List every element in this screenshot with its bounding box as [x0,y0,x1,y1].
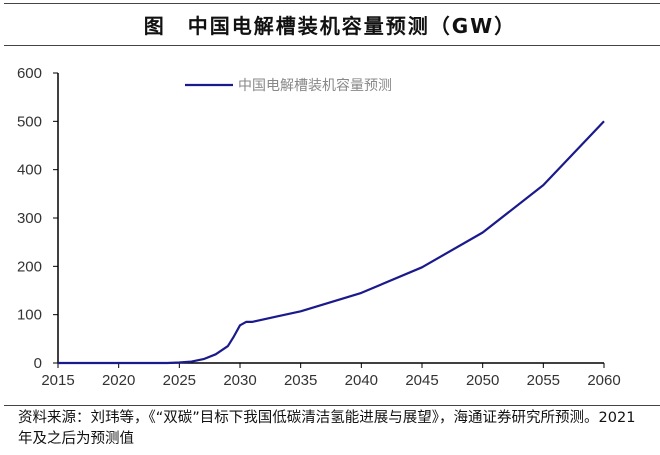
x-tick-label: 2035 [284,372,317,389]
y-tick-label: 100 [17,307,42,324]
title-rule [4,45,660,46]
y-tick-label: 200 [17,258,42,275]
x-tick-label: 2055 [527,372,560,389]
legend-label: 中国电解槽装机容量预测 [238,77,392,94]
y-tick-label: 400 [17,162,42,179]
figure-title: 图 中国电解槽装机容量预测（GW） [143,14,517,38]
source-rule [4,405,660,406]
series-line [58,120,605,365]
top-rule [4,3,660,4]
y-tick-label: 0 [34,355,42,372]
x-tick-label: 2060 [587,372,620,389]
y-tick-label: 600 [17,65,42,82]
y-tick-label: 500 [17,113,42,130]
x-tick-label: 2030 [223,372,256,389]
x-tick-label: 2040 [345,372,378,389]
x-tick-label: 2020 [102,372,135,389]
y-tick-label: 300 [17,210,42,227]
x-tick-label: 2025 [163,372,196,389]
x-tick-label: 2045 [405,372,438,389]
line-chart: 0 100 200 300 400 500 600 2015 2020 2025 2030 2035 2… [17,65,621,389]
source-note: 资料来源：刘玮等，《“双碳”目标下我国低碳清洁氢能进展与展望》，海通证券研究所预… [18,410,636,447]
x-tick-label: 2015 [41,372,74,389]
x-tick-label: 2050 [466,372,499,389]
